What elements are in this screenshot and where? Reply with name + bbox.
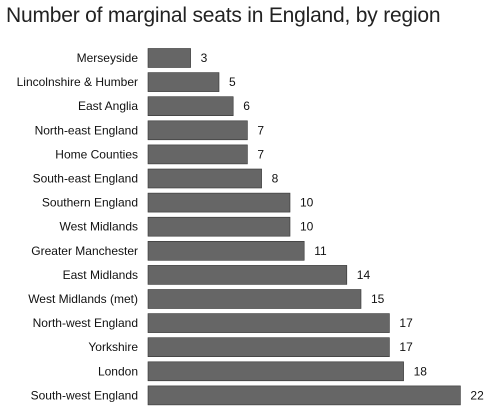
value-label: 10 bbox=[300, 220, 314, 234]
category-label: Lincolnshire & Humber bbox=[17, 75, 138, 89]
bar bbox=[147, 313, 390, 333]
value-label: 14 bbox=[357, 268, 371, 282]
category-label: Greater Manchester bbox=[31, 244, 138, 258]
category-label: West Midlands (met) bbox=[28, 292, 138, 306]
bar bbox=[147, 361, 404, 382]
bar bbox=[147, 120, 248, 141]
bar bbox=[147, 241, 305, 261]
category-label: West Midlands bbox=[60, 220, 138, 234]
bar bbox=[147, 265, 348, 285]
value-label: 8 bbox=[272, 172, 279, 186]
category-label: North-east England bbox=[35, 123, 138, 137]
value-label: 10 bbox=[300, 196, 314, 210]
value-label: 17 bbox=[399, 340, 413, 354]
category-label: East Anglia bbox=[78, 99, 138, 113]
value-label: 7 bbox=[257, 147, 264, 161]
category-label: Merseyside bbox=[77, 51, 139, 65]
bar bbox=[147, 168, 262, 189]
category-label: Home Counties bbox=[55, 147, 138, 161]
bar bbox=[147, 337, 390, 358]
bar bbox=[147, 72, 220, 92]
category-label: South-east England bbox=[33, 172, 138, 186]
value-label: 11 bbox=[314, 244, 327, 258]
chart-title: Number of marginal seats in England, by … bbox=[6, 4, 441, 27]
category-label: Southern England bbox=[42, 196, 138, 210]
bar bbox=[147, 144, 248, 165]
value-label: 5 bbox=[229, 75, 236, 89]
bar bbox=[147, 96, 234, 116]
value-label: 18 bbox=[414, 364, 428, 378]
value-label: 15 bbox=[371, 292, 385, 306]
bar bbox=[147, 385, 461, 406]
value-label: 6 bbox=[243, 99, 250, 113]
value-label: 7 bbox=[257, 123, 264, 137]
value-label: 22 bbox=[470, 388, 484, 402]
value-label: 17 bbox=[399, 316, 413, 330]
bar bbox=[147, 216, 291, 237]
bar bbox=[147, 48, 191, 68]
category-label: Yorkshire bbox=[88, 340, 138, 354]
category-label: London bbox=[98, 364, 138, 378]
category-label: South-west England bbox=[31, 388, 138, 402]
bar bbox=[147, 192, 291, 213]
bar bbox=[147, 289, 362, 309]
category-label: North-west England bbox=[33, 316, 138, 330]
value-label: 3 bbox=[201, 51, 208, 65]
category-label: East Midlands bbox=[63, 268, 138, 282]
